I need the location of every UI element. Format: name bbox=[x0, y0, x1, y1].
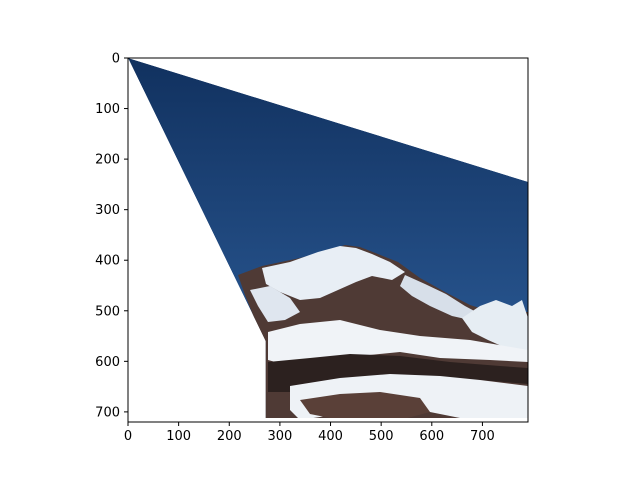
x-tick-label: 500 bbox=[369, 429, 394, 444]
y-axis: 0 100 200 300 400 500 600 700 bbox=[95, 52, 128, 420]
x-tick-label: 200 bbox=[217, 429, 242, 444]
x-tick-label: 0 bbox=[124, 429, 132, 444]
y-tick-label: 300 bbox=[95, 203, 120, 218]
mountain-snow-summit bbox=[262, 246, 405, 300]
cloud bbox=[462, 300, 528, 352]
y-tick-label: 500 bbox=[95, 304, 120, 319]
mountain-snow-ridge bbox=[400, 275, 480, 320]
plot-frame bbox=[127, 57, 529, 423]
y-tick-label: 700 bbox=[95, 405, 120, 420]
rock-foreground bbox=[300, 392, 430, 418]
y-tick-label: 200 bbox=[95, 153, 120, 168]
x-tick-label: 400 bbox=[318, 429, 343, 444]
x-tick-label: 600 bbox=[419, 429, 444, 444]
y-tick-label: 0 bbox=[112, 52, 120, 67]
x-tick-label: 700 bbox=[470, 429, 495, 444]
y-tick-label: 600 bbox=[95, 355, 120, 370]
x-tick-label: 100 bbox=[166, 429, 191, 444]
y-tick-label: 400 bbox=[95, 254, 120, 269]
mountain-snow-left-slope bbox=[250, 286, 300, 322]
snowfield-1 bbox=[268, 320, 528, 366]
x-axis: 0 100 200 300 400 500 600 700 bbox=[124, 422, 495, 444]
y-tick-label: 100 bbox=[95, 102, 120, 117]
warped-image bbox=[128, 58, 528, 418]
x-tick-label: 300 bbox=[267, 429, 292, 444]
